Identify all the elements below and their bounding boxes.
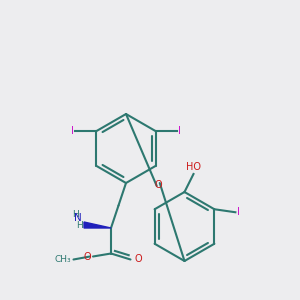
Text: HO: HO [186,162,201,172]
Text: O: O [84,251,92,262]
Text: I: I [237,207,240,217]
Text: H: H [76,220,82,230]
Text: I: I [178,126,182,136]
Text: O: O [134,254,142,265]
Text: H: H [72,210,79,219]
Text: I: I [70,126,74,136]
Text: N: N [74,213,82,224]
Text: O: O [154,179,162,190]
Text: CH₃: CH₃ [55,255,71,264]
Polygon shape [84,222,111,228]
